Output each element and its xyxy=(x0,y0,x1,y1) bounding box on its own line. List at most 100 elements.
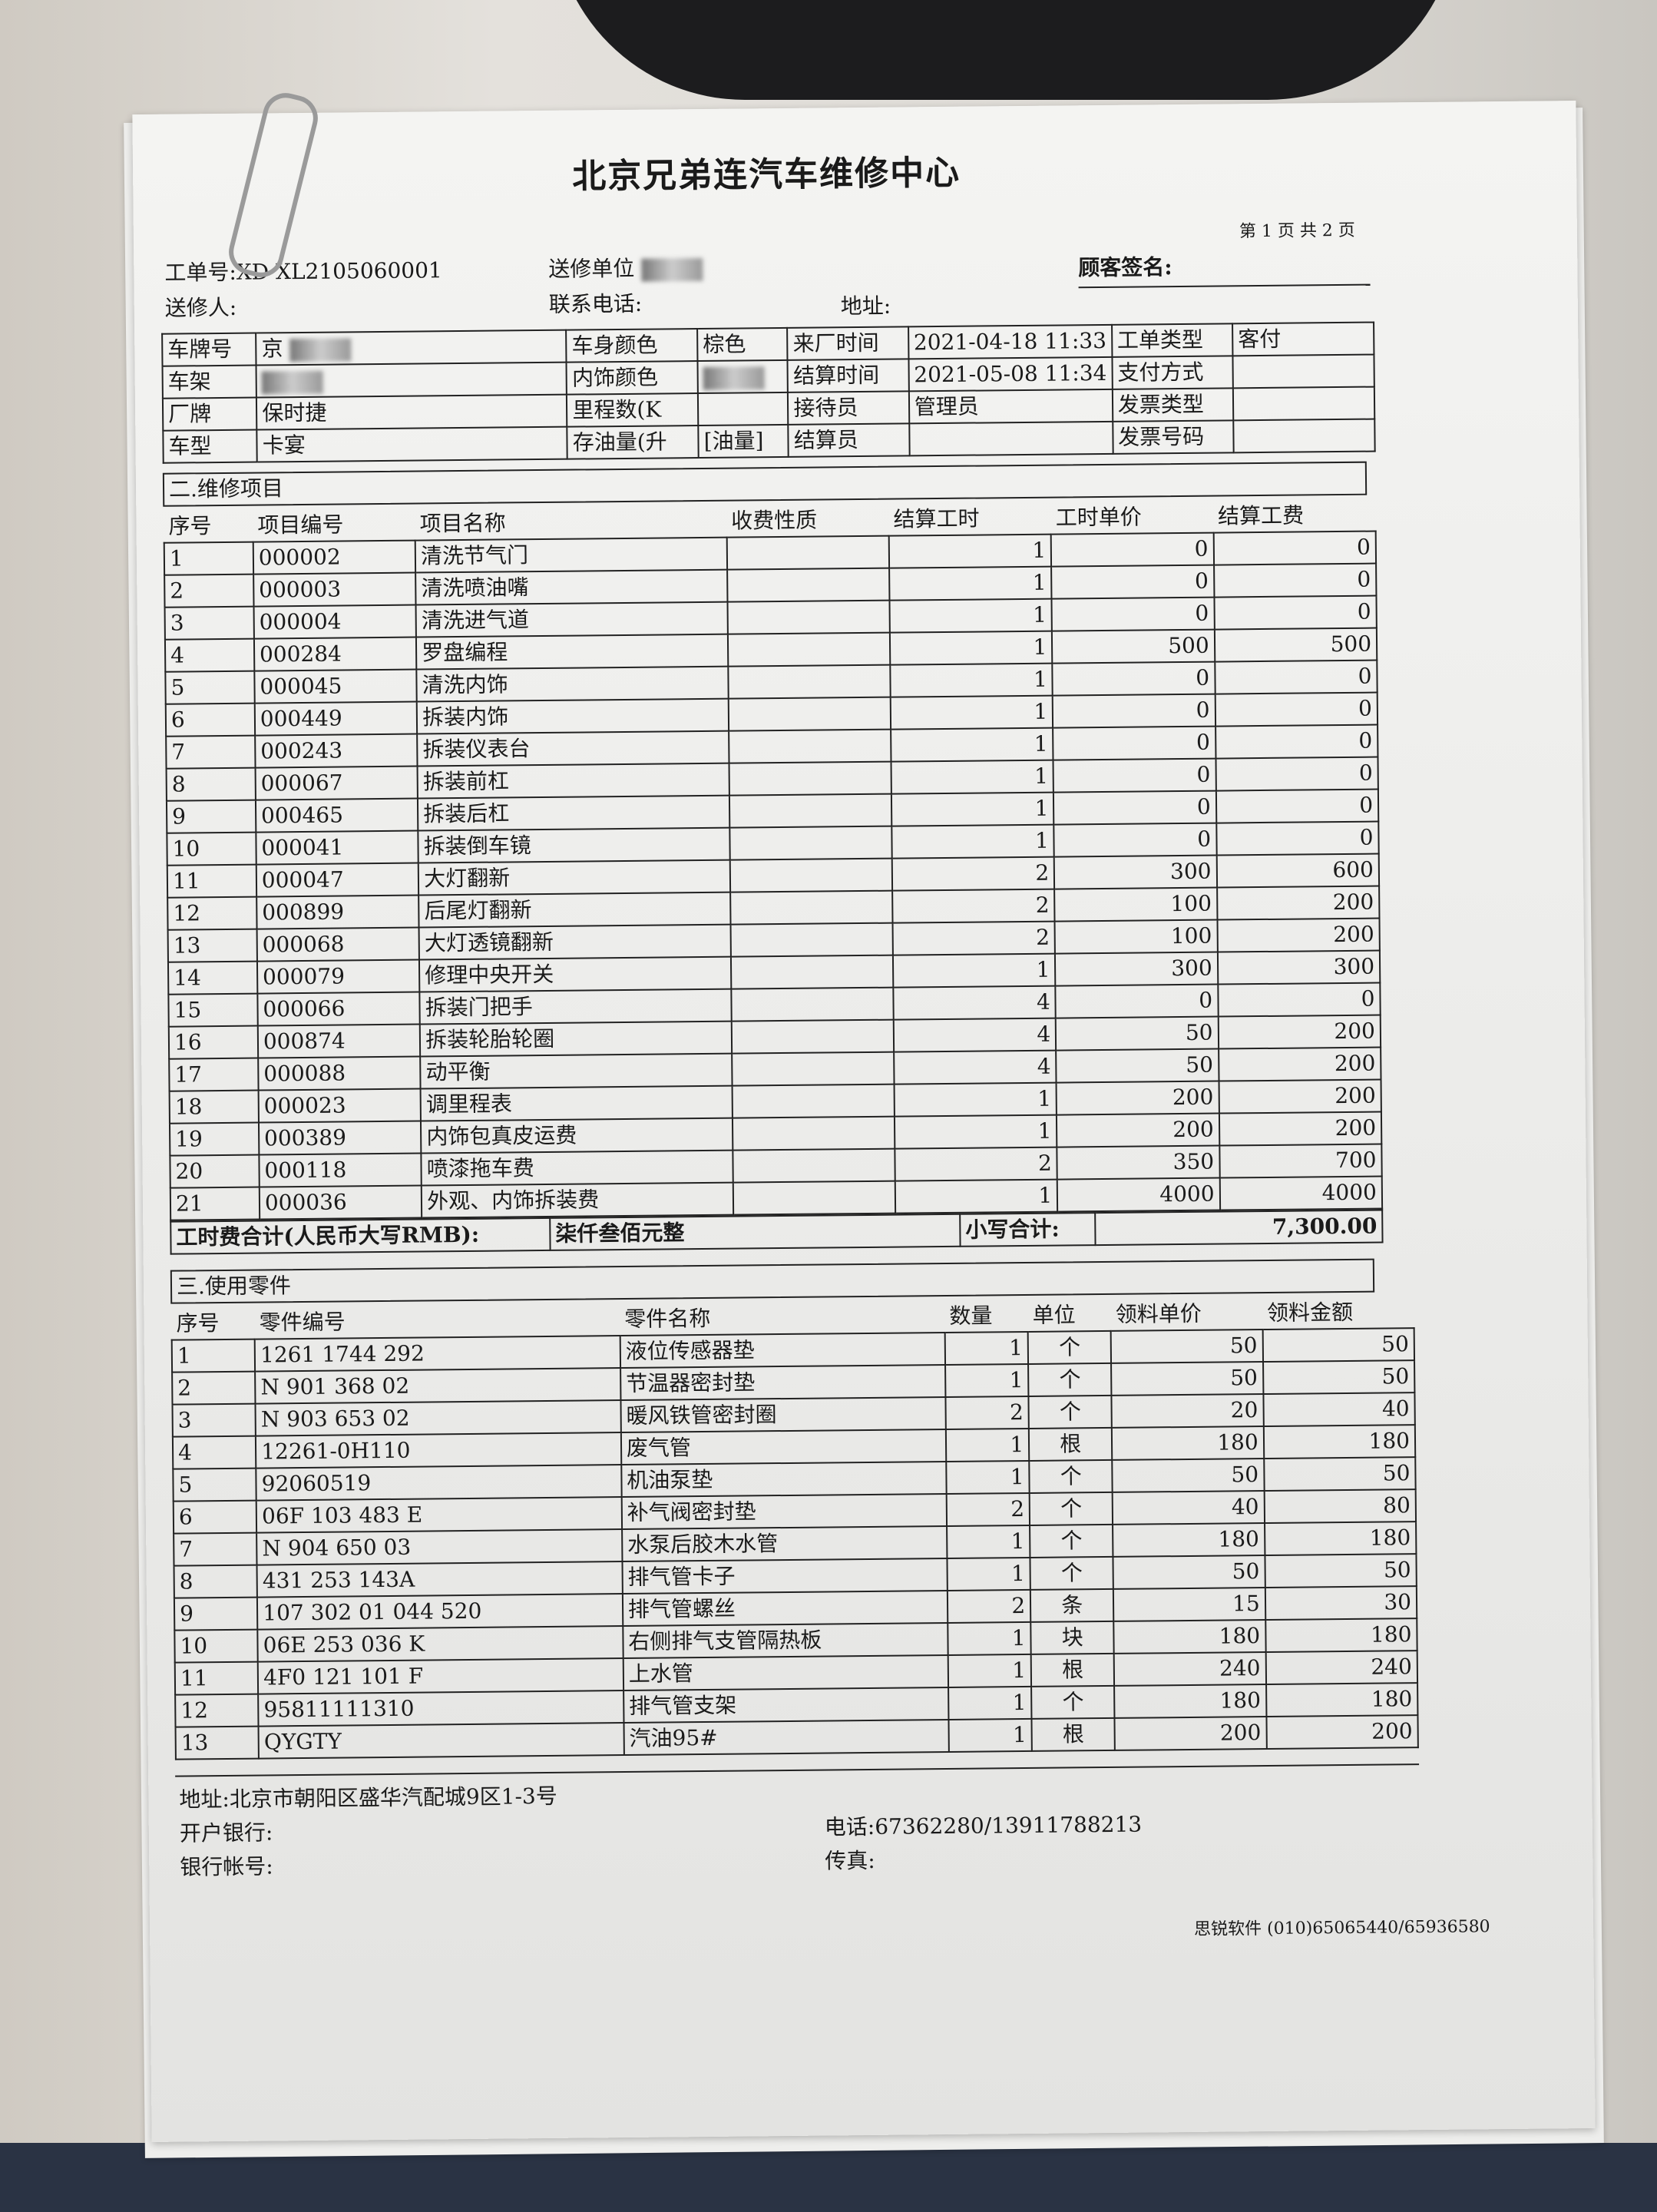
table-cell: 7 xyxy=(174,1532,257,1566)
table-cell: 外观、内饰拆装费 xyxy=(421,1182,733,1218)
address-label: 地址: xyxy=(840,293,891,320)
table-cell: 6 xyxy=(165,703,256,737)
table-cell: 动平衡 xyxy=(420,1053,733,1089)
table-cell: 200 xyxy=(1056,1081,1219,1115)
table-cell: 000899 xyxy=(256,895,419,929)
table-cell: 拆装门把手 xyxy=(419,988,732,1025)
table-cell: 180 xyxy=(1112,1426,1264,1460)
table-cell: 4 xyxy=(894,1050,1057,1084)
table-cell: 40 xyxy=(1263,1392,1415,1427)
table-cell xyxy=(730,922,893,957)
order-type-value: 客付 xyxy=(1232,322,1374,356)
table-cell: 个 xyxy=(1029,1459,1113,1493)
table-cell: 200 xyxy=(1266,1715,1418,1750)
table-cell: 1 xyxy=(946,1460,1030,1494)
table-cell: 12261-0H110 xyxy=(256,1432,622,1469)
table-cell xyxy=(731,1019,895,1054)
table-cell: 3 xyxy=(164,606,254,640)
table-cell xyxy=(729,793,892,828)
table-cell: 排气管卡子 xyxy=(622,1558,948,1594)
column-header: 结算工时 xyxy=(893,505,980,532)
fuel-value: [油量] xyxy=(698,424,789,459)
table-cell: 50 xyxy=(1265,1554,1417,1588)
table-cell: 1 xyxy=(171,1339,256,1373)
table-cell xyxy=(733,1148,895,1183)
table-cell: 180 xyxy=(1265,1618,1417,1653)
table-cell: 431 253 143A xyxy=(256,1561,623,1598)
table-cell: 0 xyxy=(1217,982,1381,1017)
table-cell: 清洗节气门 xyxy=(415,537,727,573)
table-cell xyxy=(731,1051,895,1086)
column-header: 项目编号 xyxy=(257,512,344,538)
table-cell: 2 xyxy=(891,856,1055,891)
table-cell: 12 xyxy=(167,896,257,930)
table-cell: 根 xyxy=(1031,1717,1116,1751)
table-cell: 80 xyxy=(1264,1489,1417,1524)
payment-value xyxy=(1232,354,1374,389)
table-cell: 大灯透镜翻新 xyxy=(418,924,731,960)
table-cell: 1 xyxy=(894,1114,1057,1149)
sender-unit: 送修单位 xyxy=(548,255,703,283)
table-cell: 50 xyxy=(1263,1457,1416,1492)
table-cell: 1 xyxy=(889,598,1053,633)
invoice-type-label: 发票类型 xyxy=(1112,388,1234,422)
table-cell: 50 xyxy=(1111,1362,1264,1396)
order-no: 工单号:XD XL2105060001 xyxy=(164,257,442,286)
table-cell: 0 xyxy=(1213,563,1377,598)
table-cell: 块 xyxy=(1030,1621,1115,1654)
table-cell: 拆装仪表台 xyxy=(417,730,729,767)
table-cell: 排气管螺丝 xyxy=(622,1590,948,1627)
table-cell: 0 xyxy=(1215,821,1379,856)
mileage-label: 里程数(K xyxy=(567,393,699,427)
table-cell: 1 xyxy=(947,1525,1030,1558)
table-cell: 右侧排气支管隔热板 xyxy=(623,1622,948,1659)
table-cell: 补气阀密封垫 xyxy=(621,1493,948,1530)
table-cell: 200 xyxy=(1057,1113,1219,1147)
column-header: 零件编号 xyxy=(259,1309,346,1336)
plate-label: 车牌号 xyxy=(162,333,256,366)
table-cell: 20 xyxy=(1111,1394,1264,1428)
column-header: 单位 xyxy=(1032,1302,1076,1328)
receptionist-value: 管理员 xyxy=(908,389,1113,424)
table-cell: N 903 653 02 xyxy=(255,1400,621,1436)
table-cell: 0 xyxy=(1055,984,1219,1018)
order-no-label: 工单号: xyxy=(164,259,236,286)
table-cell xyxy=(727,632,891,667)
table-cell: 1 xyxy=(890,663,1053,697)
table-cell: 000088 xyxy=(258,1056,421,1091)
column-header: 工时单价 xyxy=(1055,504,1142,531)
repair-items-table: 序号 项目编号 项目名称 收费性质 结算工时 工时单价 结算工费 1 000002 清洗节气门 1… xyxy=(163,500,1383,1221)
column-header: 零件名称 xyxy=(624,1305,711,1333)
settle-label: 结算时间 xyxy=(787,359,909,392)
table-cell xyxy=(729,858,893,892)
table-cell: 180 xyxy=(1113,1620,1266,1654)
table-cell: QYGTY xyxy=(258,1723,624,1759)
table-cell: 000036 xyxy=(259,1185,422,1220)
vin-label: 车架 xyxy=(162,365,257,399)
interior-color-label: 内饰颜色 xyxy=(566,361,699,395)
settler-value xyxy=(908,421,1113,456)
table-cell: 350 xyxy=(1057,1145,1220,1180)
document-body: 车牌号 京 车身颜色 棕色 来厂时间 2021-04-18 11:33 工单类型… xyxy=(161,321,1490,1956)
table-cell: 个 xyxy=(1030,1524,1113,1558)
table-cell: 拆装前杠 xyxy=(417,763,729,799)
body-color-label: 车身颜色 xyxy=(566,329,698,363)
table-cell: 4 xyxy=(893,985,1057,1020)
table-cell: 700 xyxy=(1219,1144,1382,1178)
table-cell: 1 xyxy=(892,953,1056,988)
table-cell: 罗盘编程 xyxy=(416,634,729,670)
table-cell: 大灯翻新 xyxy=(418,859,730,896)
table-cell: 9 xyxy=(174,1597,258,1631)
sender-label: 送修人: xyxy=(164,294,237,321)
table-cell: 300 xyxy=(1217,950,1381,985)
total-words: 柒仟叁佰元整 xyxy=(550,1214,961,1250)
table-cell: 4000 xyxy=(1219,1176,1383,1210)
table-cell: 根 xyxy=(1030,1653,1115,1687)
table-cell: 修理中央开关 xyxy=(419,956,732,992)
table-cell: 2 xyxy=(172,1371,256,1405)
table-cell xyxy=(727,600,890,634)
body-color-value: 棕色 xyxy=(697,327,788,362)
page-info: 第 1 页 共 2 页 xyxy=(1239,220,1355,242)
vin-value xyxy=(256,362,567,398)
table-cell: 10 xyxy=(167,832,256,866)
